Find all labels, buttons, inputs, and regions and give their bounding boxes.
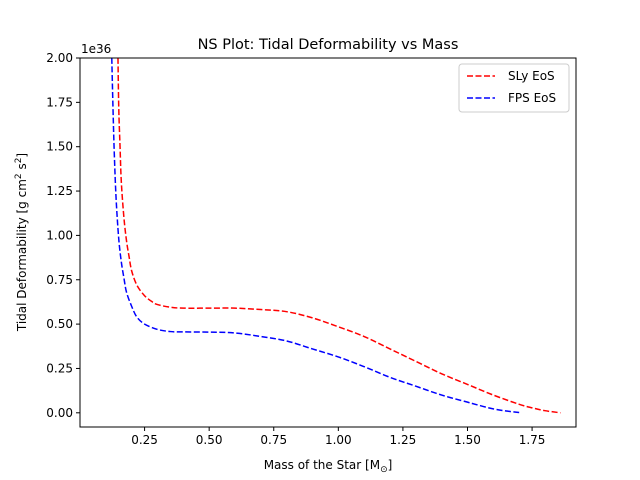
x-tick-label: 1.00	[325, 433, 352, 447]
series-line-fps-eos	[111, 57, 520, 414]
y-tick-label: 2.00	[46, 51, 73, 65]
x-axis-label: Mass of the Star [M⊙]	[264, 458, 393, 475]
series-line-sly-eos	[117, 57, 561, 414]
y-tick-label: 0.75	[46, 273, 73, 287]
x-tick-label: 0.25	[131, 433, 158, 447]
y-tick-label: 1.75	[46, 95, 73, 109]
axes-frame	[79, 57, 577, 428]
y-axis-ticks: 0.00 0.25 0.50 0.75 1.00 1.25 1.50 1.75 2.00	[46, 51, 80, 420]
y-tick-label: 0.50	[46, 317, 73, 331]
legend: SLy EoS FPS EoS	[458, 63, 570, 113]
y-offset-label: 1e36	[81, 42, 111, 56]
plot-area	[80, 58, 576, 427]
x-tick-label: 0.50	[196, 433, 223, 447]
x-tick-label: 0.75	[260, 433, 287, 447]
y-axis-label: Tidal Deformability [g cm2 s2]	[14, 153, 29, 332]
chart-title: NS Plot: Tidal Deformability vs Mass	[198, 37, 459, 53]
x-tick-label: 1.75	[519, 433, 546, 447]
x-tick-label: 1.25	[390, 433, 417, 447]
legend-label-fps: FPS EoS	[508, 91, 556, 105]
y-tick-label: 1.25	[46, 184, 73, 198]
x-axis-ticks: 0.25 0.50 0.75 1.00 1.25 1.50 1.75	[131, 427, 545, 447]
legend-label-sly: SLy EoS	[508, 69, 555, 83]
series-layer	[111, 57, 561, 414]
x-tick-label: 1.50	[454, 433, 481, 447]
y-tick-label: 1.50	[46, 140, 73, 154]
y-tick-label: 0.25	[46, 361, 73, 375]
y-tick-label: 1.00	[46, 228, 73, 242]
y-tick-label: 0.00	[46, 406, 73, 420]
